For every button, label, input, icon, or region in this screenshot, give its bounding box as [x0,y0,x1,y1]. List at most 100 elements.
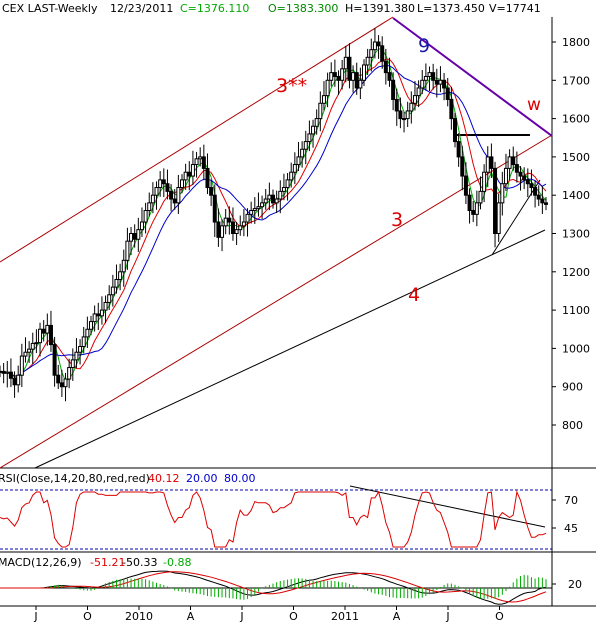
candle-body [431,72,436,81]
time-tick-label: O [289,610,298,623]
macd-v1: -51.21 [90,556,125,569]
header-low: L=1373.450 [417,2,485,15]
price-axis: 800 900 1000 1100 1200 1300 1400 1500 1600 1700 18… [552,36,590,432]
candle-body [281,187,286,192]
time-tick-label: A [187,610,195,623]
wave-label-9: 9 [418,35,430,57]
time-tick-label: J [33,610,37,623]
candle-body [303,141,308,150]
price-tick-label: 1000 [562,342,590,355]
time-tick-label: A [393,610,401,623]
candle-body [289,171,294,181]
candle-body [314,118,319,127]
candle-body [1,370,6,374]
candle-body [332,72,337,77]
candle-body [398,110,403,120]
candle-body [143,210,148,223]
candle-body [103,301,108,311]
candle-body [27,348,32,353]
time-tick-label: J [445,610,449,623]
candle-body [529,183,534,189]
candle-body [460,156,465,177]
candle-body [300,148,305,158]
candle-body [230,221,235,234]
time-axis: J O 2010 A J O 2011 A J O [33,606,504,623]
candle-body [296,156,301,166]
candle-body [391,79,396,100]
candle-body [89,321,93,330]
candle-body [70,359,75,369]
candle-body [34,342,39,345]
candle-body [274,198,279,204]
candle-body [474,202,479,215]
candle-body [48,324,53,346]
candle-body [209,187,214,196]
candle-body [216,221,221,238]
candle-body [500,183,505,204]
candle-body [354,72,359,89]
candle-body [260,202,265,208]
wave-label-3: 3 [391,209,403,231]
candle-body [514,164,519,173]
candle-body [325,79,330,97]
header-volume: V=17741 [489,2,541,15]
candle-body [427,72,432,77]
candle-body [129,233,134,242]
wave-label-4: 4 [408,284,420,306]
candle-body [205,167,210,189]
candle-body [147,202,152,212]
candle-body [394,98,399,112]
candle-body [329,72,334,81]
candle-body [67,367,72,380]
candle-body [19,355,24,376]
candle-body [271,194,275,204]
header-high: H=1391.380 [345,2,415,15]
candle-body [99,309,104,317]
candle-body [5,371,10,374]
candle-body [438,79,443,85]
candle-body [85,328,90,338]
candle-body [453,118,457,143]
candle-body [180,179,184,189]
header-close: C=1376.110 [180,2,249,15]
candle-body [154,187,159,196]
candle-body [118,271,123,280]
candle-body [56,374,61,384]
candle-body [540,198,545,204]
candle-body [318,102,323,120]
candle-body [45,324,50,334]
rsi-high: 80.00 [224,472,256,485]
rsi-low: 20.00 [186,472,218,485]
price-tick-label: 1800 [562,36,590,49]
candle-body [267,194,272,200]
candle-body [478,190,483,204]
header-open: O=1383.300 [268,2,338,15]
candle-body [190,164,195,177]
candle-body [412,95,417,104]
candle-body [201,156,206,169]
upper-channel-line [0,16,394,263]
candle-body [198,156,203,160]
candle-body [121,259,126,273]
candle-body [347,56,352,81]
candle-body [59,382,64,388]
candle-body [241,221,246,227]
rsi-trend-line [349,485,546,528]
price-tick-label: 800 [562,419,583,432]
candle-body [409,102,414,112]
candle-body [114,278,119,288]
candlesticks [0,28,548,402]
candle-body [321,95,326,104]
candle-body [136,229,141,240]
price-tick-label: 1400 [562,189,590,202]
candle-body [223,217,228,227]
candle-body [467,194,472,212]
macd-axis: 20 [552,578,582,591]
candle-body [23,351,28,357]
candle-body [311,125,316,135]
candle-body [343,56,348,70]
candle-body [533,187,538,196]
candle-body [285,179,290,189]
